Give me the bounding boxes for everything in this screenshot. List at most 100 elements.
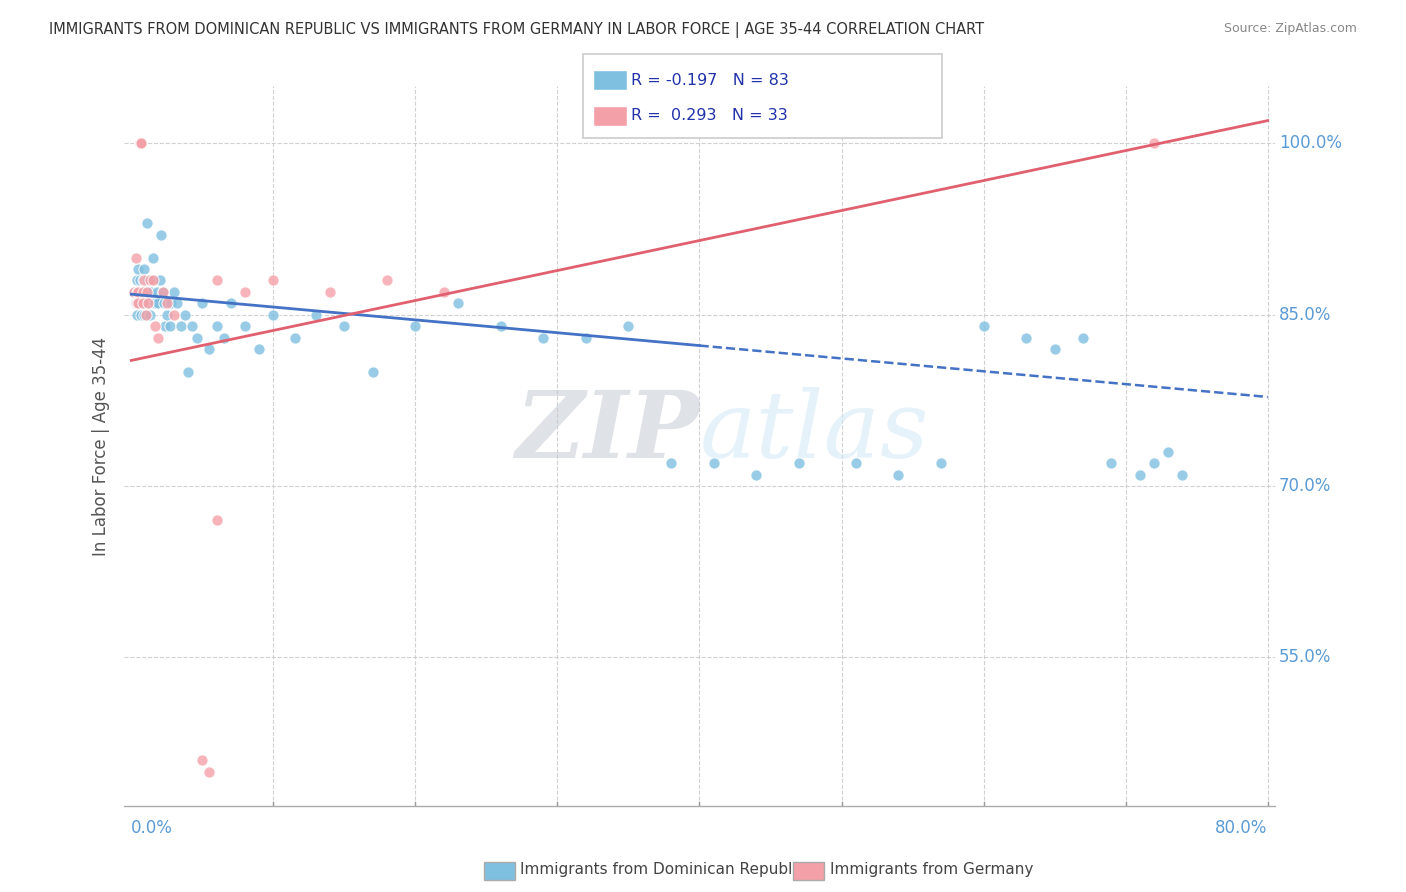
Text: atlas: atlas bbox=[700, 386, 929, 476]
Point bbox=[150, 227, 173, 242]
Point bbox=[138, 296, 160, 310]
Point bbox=[129, 285, 152, 299]
Text: 70.0%: 70.0% bbox=[1279, 477, 1331, 495]
Point bbox=[127, 296, 149, 310]
Point bbox=[122, 285, 145, 299]
Point bbox=[375, 273, 398, 287]
Point bbox=[531, 330, 554, 344]
Point bbox=[284, 330, 307, 344]
Point bbox=[141, 285, 163, 299]
Point bbox=[1099, 456, 1122, 470]
Point bbox=[575, 330, 598, 344]
Point bbox=[143, 296, 166, 310]
Point bbox=[145, 319, 167, 334]
Point bbox=[160, 296, 183, 310]
Point bbox=[1143, 456, 1166, 470]
Point bbox=[787, 456, 810, 470]
Point bbox=[1015, 330, 1038, 344]
Point bbox=[361, 365, 384, 379]
Point bbox=[1157, 444, 1180, 458]
Point bbox=[404, 319, 426, 334]
Point bbox=[125, 285, 148, 299]
Point bbox=[156, 296, 179, 310]
Point bbox=[845, 456, 868, 470]
Point bbox=[191, 296, 214, 310]
Point bbox=[305, 308, 328, 322]
Point bbox=[139, 273, 162, 287]
Point bbox=[131, 285, 153, 299]
Point bbox=[433, 285, 456, 299]
Point bbox=[131, 273, 153, 287]
Point bbox=[333, 319, 356, 334]
Point bbox=[205, 273, 228, 287]
Point bbox=[128, 273, 150, 287]
Point bbox=[127, 262, 149, 277]
Text: Source: ZipAtlas.com: Source: ZipAtlas.com bbox=[1223, 22, 1357, 36]
Point bbox=[124, 251, 146, 265]
Point bbox=[131, 285, 153, 299]
Point bbox=[247, 342, 270, 356]
Point bbox=[163, 285, 186, 299]
Point bbox=[148, 330, 170, 344]
Point bbox=[139, 296, 162, 310]
Point bbox=[198, 342, 221, 356]
Point bbox=[262, 273, 284, 287]
Point bbox=[1071, 330, 1094, 344]
Point bbox=[124, 296, 146, 310]
Point bbox=[745, 467, 768, 482]
Point bbox=[177, 365, 200, 379]
Text: R = -0.197   N = 83: R = -0.197 N = 83 bbox=[631, 73, 789, 87]
Point bbox=[132, 262, 155, 277]
Point bbox=[1129, 467, 1152, 482]
Point bbox=[136, 216, 159, 230]
Text: 0.0%: 0.0% bbox=[131, 820, 173, 838]
Point bbox=[142, 251, 165, 265]
Point bbox=[139, 308, 162, 322]
Text: Immigrants from Dominican Republic: Immigrants from Dominican Republic bbox=[520, 863, 806, 877]
Y-axis label: In Labor Force | Age 35-44: In Labor Force | Age 35-44 bbox=[93, 336, 110, 556]
Point bbox=[136, 273, 159, 287]
Point bbox=[131, 296, 153, 310]
Text: IMMIGRANTS FROM DOMINICAN REPUBLIC VS IMMIGRANTS FROM GERMANY IN LABOR FORCE | A: IMMIGRANTS FROM DOMINICAN REPUBLIC VS IM… bbox=[49, 22, 984, 38]
Point bbox=[125, 308, 148, 322]
Point bbox=[186, 330, 208, 344]
Point bbox=[219, 296, 242, 310]
Point bbox=[127, 285, 149, 299]
Point bbox=[135, 273, 157, 287]
Point bbox=[142, 273, 165, 287]
Text: R =  0.293   N = 33: R = 0.293 N = 33 bbox=[631, 109, 787, 123]
Text: Immigrants from Germany: Immigrants from Germany bbox=[830, 863, 1033, 877]
Point bbox=[136, 285, 159, 299]
Point bbox=[489, 319, 512, 334]
Point bbox=[233, 285, 256, 299]
Point bbox=[163, 308, 186, 322]
Point bbox=[128, 296, 150, 310]
Point bbox=[212, 330, 235, 344]
Point bbox=[1143, 136, 1166, 151]
Text: 100.0%: 100.0% bbox=[1279, 135, 1341, 153]
Point bbox=[129, 308, 152, 322]
Point bbox=[127, 296, 149, 310]
Point bbox=[132, 308, 155, 322]
Point bbox=[156, 308, 179, 322]
Point bbox=[128, 136, 150, 151]
Point bbox=[135, 296, 157, 310]
Point bbox=[149, 273, 172, 287]
Point bbox=[152, 285, 174, 299]
Point bbox=[1171, 467, 1194, 482]
Point bbox=[127, 285, 149, 299]
Point bbox=[125, 296, 148, 310]
Point bbox=[1043, 342, 1066, 356]
Point bbox=[138, 273, 160, 287]
Point bbox=[181, 319, 204, 334]
Point bbox=[159, 319, 181, 334]
Point bbox=[659, 456, 682, 470]
Point bbox=[205, 319, 228, 334]
Point bbox=[128, 285, 150, 299]
Point bbox=[233, 319, 256, 334]
Point bbox=[887, 467, 910, 482]
Point bbox=[128, 136, 150, 151]
Point bbox=[148, 296, 170, 310]
Point bbox=[703, 456, 725, 470]
Text: 80.0%: 80.0% bbox=[1215, 820, 1268, 838]
